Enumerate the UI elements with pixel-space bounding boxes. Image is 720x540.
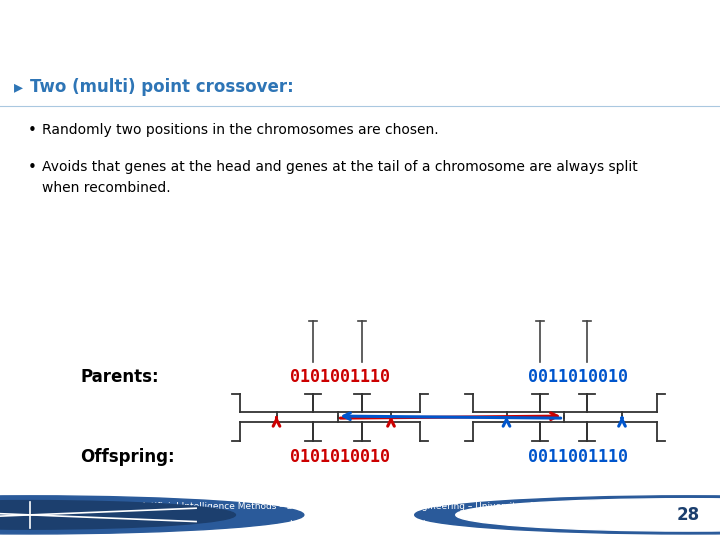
Text: Parents:: Parents: [80,368,158,386]
Text: 0101010010: 0101010010 [290,448,390,466]
Text: ▸: ▸ [14,78,23,96]
Text: •: • [28,160,37,176]
Text: 0101001110: 0101001110 [290,368,390,386]
Text: 28: 28 [677,506,700,524]
Circle shape [0,501,235,529]
Circle shape [456,498,720,531]
Text: GA operators: methods of reproduction: GA operators: methods of reproduction [13,23,478,43]
Text: Two (multi) point crossover:: Two (multi) point crossover: [30,78,294,96]
Text: 0011010010: 0011010010 [528,368,628,386]
Text: Offspring:: Offspring: [80,448,175,466]
Text: 0011001110: 0011001110 [528,448,628,466]
Text: •: • [28,124,37,138]
Circle shape [415,496,720,534]
Text: Avoids that genes at the head and genes at the tail of a chromosome are always s: Avoids that genes at the head and genes … [42,160,638,174]
Text: Artificial Intelligence Methods – Department of Biosystems Engineering – Univers: Artificial Intelligence Methods – Depart… [141,502,579,511]
Text: http://agri.uok.ac.ir/kmollazade: http://agri.uok.ac.ir/kmollazade [289,521,431,529]
Text: Randomly two positions in the chromosomes are chosen.: Randomly two positions in the chromosome… [42,124,438,137]
Text: when recombined.: when recombined. [42,181,171,195]
Circle shape [0,496,304,534]
